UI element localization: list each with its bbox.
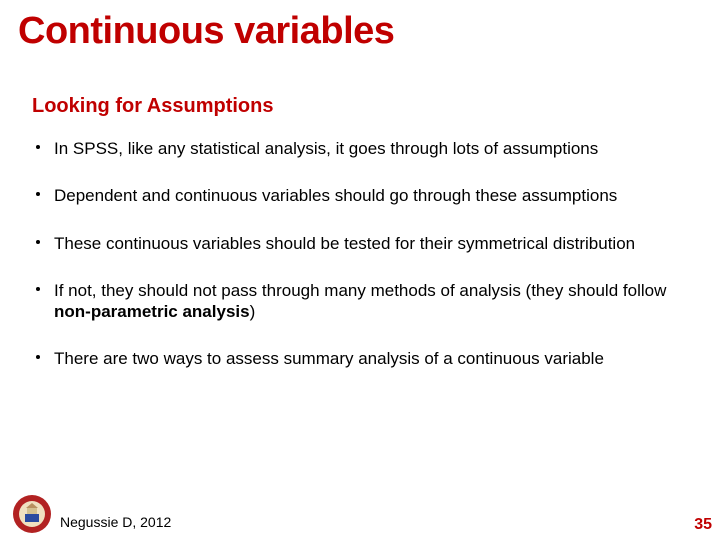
bullet-dot-icon	[36, 192, 40, 196]
bullet-dot-icon	[36, 240, 40, 244]
bullet-dot-icon	[36, 145, 40, 149]
footer-author: Negussie D, 2012	[60, 514, 171, 530]
list-item: There are two ways to assess summary ana…	[32, 348, 680, 369]
bullet-text: Dependent and continuous variables shoul…	[54, 186, 617, 205]
slide: Continuous variables Looking for Assumpt…	[0, 0, 720, 540]
list-item: These continuous variables should be tes…	[32, 233, 680, 254]
list-item: If not, they should not pass through man…	[32, 280, 680, 323]
university-logo-icon	[12, 494, 52, 534]
list-item: Dependent and continuous variables shoul…	[32, 185, 680, 206]
bullet-list: In SPSS, like any statistical analysis, …	[32, 138, 680, 396]
bullet-text: In SPSS, like any statistical analysis, …	[54, 139, 598, 158]
bullet-text: There are two ways to assess summary ana…	[54, 349, 604, 368]
bullet-dot-icon	[36, 355, 40, 359]
bullet-dot-icon	[36, 287, 40, 291]
bullet-text: These continuous variables should be tes…	[54, 234, 635, 253]
list-item: In SPSS, like any statistical analysis, …	[32, 138, 680, 159]
page-number: 35	[694, 516, 712, 534]
slide-title: Continuous variables	[18, 10, 394, 53]
bullet-text-pre: If not, they should not pass through man…	[54, 281, 666, 300]
slide-subtitle: Looking for Assumptions	[32, 95, 273, 118]
bullet-text-post: )	[250, 302, 256, 321]
bullet-text-bold: non-parametric analysis	[54, 302, 250, 321]
